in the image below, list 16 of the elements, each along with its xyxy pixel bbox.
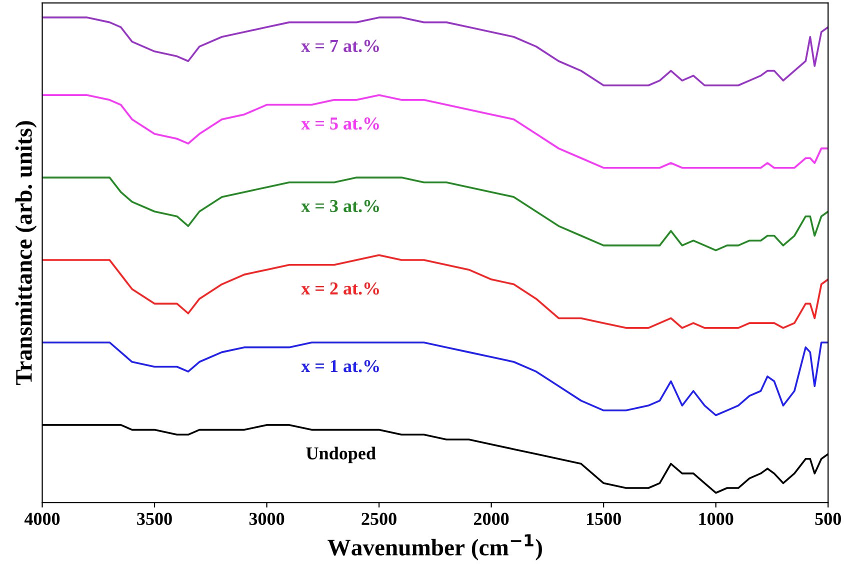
x-tick-label: 2000 [474,512,509,525]
series-label: x = 7 at.% [301,40,379,52]
x-tick-label: 3500 [137,512,172,525]
series-label: x = 1 at.% [301,360,379,372]
x-tick-label: 4000 [24,512,60,525]
x-tick-label: 3000 [249,512,284,525]
x-tick-label: 500 [815,512,841,525]
y-axis-title: Transmittance (arb. units) [15,121,37,385]
x-tick-label: 2500 [362,512,396,525]
series-label: x = 5 at.% [301,117,379,130]
series-label: x = 2 at.% [301,282,379,295]
x-tick-label: 1000 [699,512,734,525]
series-label: Undoped [306,446,376,464]
series-label: x = 3 at.% [301,200,379,212]
x-axis-title: Wavenumber (cm$^{−1}$) [328,534,542,560]
x-tick-label: 1500 [586,512,621,525]
